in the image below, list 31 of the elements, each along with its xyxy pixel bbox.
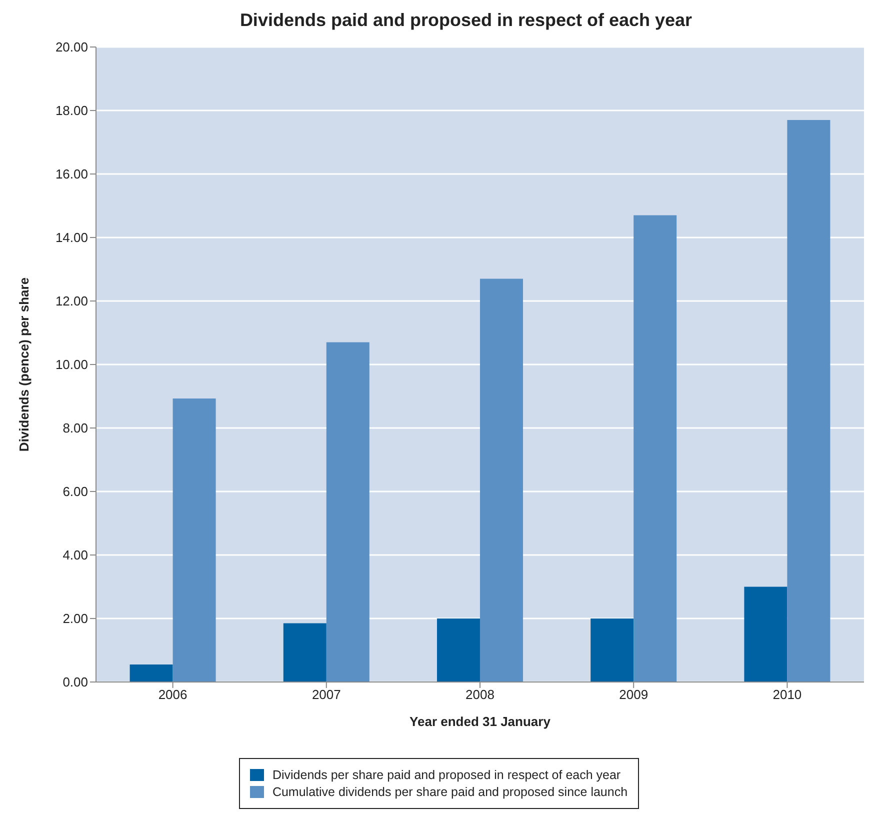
x-tick-label: 2010 <box>772 687 802 702</box>
bar <box>326 342 370 682</box>
bar <box>436 618 480 682</box>
y-tick-label: 20.00 <box>55 40 88 55</box>
x-axis-title: Year ended 31 January <box>410 714 552 729</box>
y-tick-label: 8.00 <box>62 420 88 436</box>
bar <box>480 278 523 682</box>
bar <box>787 120 830 682</box>
bar <box>283 623 326 682</box>
legend-label: Dividends per share paid and proposed in respect of each year <box>272 768 621 782</box>
y-tick-label: 2.00 <box>62 611 88 626</box>
bar <box>590 618 634 682</box>
y-tick-label: 12.00 <box>55 294 88 309</box>
bar <box>130 664 173 682</box>
y-tick-label: 16.00 <box>55 166 88 182</box>
y-tick-label: 4.00 <box>62 548 88 563</box>
bar <box>744 586 788 682</box>
y-tick-label: 14.00 <box>55 230 88 246</box>
y-tick-label: 6.00 <box>62 484 88 500</box>
x-tick-label: 2008 <box>466 687 494 702</box>
legend-label: Cumulative dividends per share paid and proposed since launch <box>272 785 628 799</box>
x-tick-label: 2009 <box>619 687 648 702</box>
y-tick-label: 0.00 <box>62 674 88 690</box>
y-tick-label: 18.00 <box>55 103 88 118</box>
chart-title: Dividends paid and proposed in respect of each year <box>238 10 694 31</box>
bar <box>172 398 216 682</box>
y-tick-label: 10.00 <box>55 357 88 372</box>
x-tick-label: 2007 <box>312 687 341 702</box>
bar <box>634 215 677 682</box>
y-axis-title: Dividends (pence) per share <box>16 277 32 452</box>
x-tick-label: 2006 <box>158 687 188 702</box>
